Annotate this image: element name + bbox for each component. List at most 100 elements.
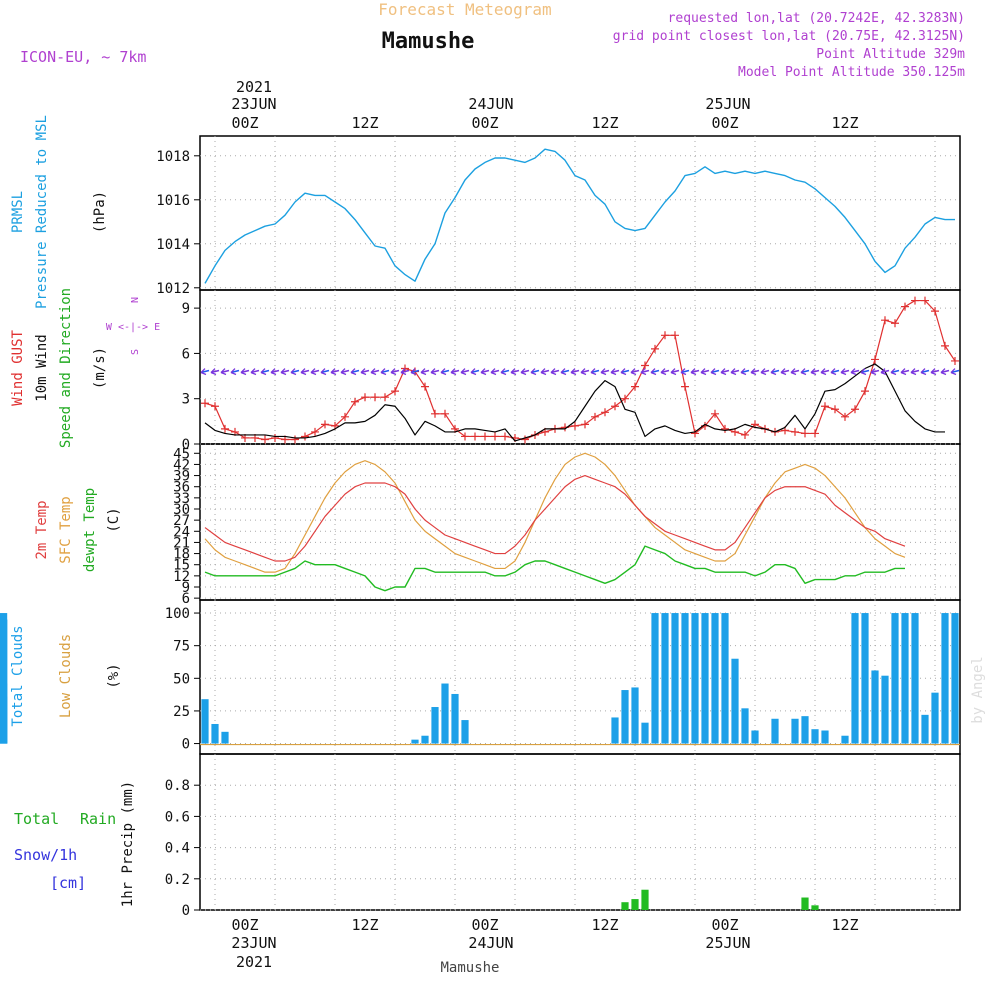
wind-arrow — [700, 368, 710, 376]
gust-marker — [941, 341, 949, 350]
y-tick-label: 6 — [182, 591, 190, 607]
cloud-bar — [881, 675, 889, 744]
wind-arrow-shaft — [850, 369, 860, 374]
wind-arrow-shaft — [790, 369, 800, 374]
wind-arrow-head — [360, 368, 367, 376]
wind-arrow-head — [540, 368, 547, 376]
y-tick-label: 39 — [173, 469, 190, 485]
wind-arrow — [880, 368, 890, 376]
cloud-bar — [951, 613, 959, 744]
top-time-label: 00Z — [231, 114, 258, 132]
cloud-bar — [201, 699, 209, 744]
wind-arrow — [720, 368, 730, 376]
wind-arrow — [460, 368, 470, 376]
y-tick-label: 9 — [182, 580, 190, 596]
wind-arrow-shaft — [270, 369, 280, 374]
top-time-label: 12Z — [831, 114, 858, 132]
gust-marker — [811, 429, 819, 438]
wind-arrow-shaft — [460, 369, 470, 374]
wind-arrow — [660, 368, 670, 376]
wind-arrow-head — [300, 368, 307, 376]
cloud-bar — [431, 707, 439, 744]
wind-arrow-shaft — [770, 369, 780, 374]
wind-arrow — [620, 368, 630, 376]
cloud-bar — [841, 735, 849, 744]
wind-arrow-head — [660, 368, 667, 376]
wind-arrow-head — [380, 368, 387, 376]
y-tick-label: 45 — [173, 446, 190, 462]
gust-marker — [381, 393, 389, 402]
wind-arrow — [230, 368, 240, 376]
y-tick-label: 100 — [165, 606, 190, 622]
cloud-bar — [921, 714, 929, 744]
label-wind-gust: Wind GUST — [10, 330, 26, 406]
gust-marker — [271, 433, 279, 442]
info-gridpoint: grid point closest lon,lat (20.75E, 42.3… — [613, 29, 965, 44]
wind-arrow-head — [330, 368, 337, 376]
wind-arrow-head — [400, 368, 407, 376]
cloud-bar — [821, 730, 829, 744]
wind-arrow-head — [940, 368, 947, 376]
label-percent: (%) — [106, 663, 122, 688]
bottom-time-label: 00Z — [231, 916, 258, 934]
wind-arrow-head — [900, 368, 907, 376]
wind-arrow-shaft — [420, 369, 430, 374]
y-tick-label: 9 — [182, 301, 190, 317]
cloud-bar — [861, 613, 869, 744]
cloud-bar — [731, 658, 739, 744]
wind-arrow-shaft — [720, 369, 730, 374]
wind-arrow — [950, 368, 960, 376]
label-prmsl: PRMSL — [10, 191, 26, 233]
wind-arrow — [300, 368, 310, 376]
wind-arrow-head — [720, 368, 727, 376]
wind-arrow-head — [460, 368, 467, 376]
label-total-clouds: Total Clouds — [10, 625, 26, 726]
cloud-bar — [721, 613, 729, 744]
wind-arrow-shaft — [360, 369, 370, 374]
top-date-24jun: 24JUN — [468, 95, 513, 113]
precip-bar — [621, 902, 629, 910]
gust-marker — [501, 432, 509, 441]
label-pressure-reduced: Pressure Reduced to MSL — [34, 115, 50, 309]
gust-marker — [441, 409, 449, 418]
y-tick-label: 27 — [173, 513, 190, 529]
wind-arrow-head — [520, 368, 527, 376]
wind-arrow-head — [350, 368, 357, 376]
wind-arrow-head — [530, 368, 537, 376]
wind-arrow-head — [780, 368, 787, 376]
y-tick-label: 75 — [173, 639, 190, 655]
cloud-bar — [931, 692, 939, 744]
gust-marker — [571, 421, 579, 430]
cloud-bar — [771, 718, 779, 744]
wind-arrow-shaft — [890, 369, 900, 374]
wind-arrow — [750, 368, 760, 376]
wind-arrow-shaft — [370, 369, 380, 374]
wind-arrow-head — [260, 368, 267, 376]
cloud-bar — [671, 613, 679, 744]
label-precip-unit: 1hr Precip (mm) — [120, 781, 136, 907]
wind-arrow — [900, 368, 910, 376]
label-total: Total — [14, 810, 59, 828]
cloud-bar — [611, 717, 619, 744]
wind-arrow — [420, 368, 430, 376]
y-tick-label: 1012 — [156, 281, 190, 297]
y-tick-label: 0.6 — [165, 809, 190, 825]
cloud-bar — [691, 613, 699, 744]
cloud-bar — [891, 613, 899, 744]
y-tick-label: 1018 — [156, 149, 190, 165]
gust-marker — [671, 331, 679, 340]
wind-arrow — [860, 368, 870, 376]
wind-arrow-head — [630, 368, 637, 376]
cloud-bar — [411, 739, 419, 744]
wind-arrow-shaft — [330, 369, 340, 374]
gust-marker — [951, 356, 959, 365]
wind-arrow-head — [590, 368, 597, 376]
wind-arrow-shaft — [310, 369, 320, 374]
wind-arrow-head — [210, 368, 217, 376]
wind-arrow — [530, 368, 540, 376]
model-label: ICON-EU, ~ 7km — [20, 48, 146, 66]
cloud-bar — [461, 720, 469, 744]
wind-arrow — [940, 368, 950, 376]
wind-arrow-shaft — [710, 369, 720, 374]
bottom-time-label: 12Z — [351, 916, 378, 934]
